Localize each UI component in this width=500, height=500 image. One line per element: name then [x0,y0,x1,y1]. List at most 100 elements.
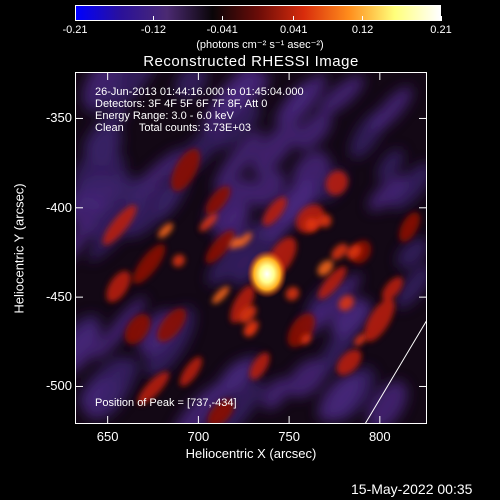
colorbar-tick [74,16,76,21]
y-tick-labels: -350 -400 -450 -500 [20,72,72,424]
map-blob [251,121,300,175]
map-blob [381,276,403,301]
map-blob [75,137,117,188]
map-blob [318,214,332,228]
map-blob [354,333,367,346]
map-blob [213,129,264,192]
colorbar [75,5,441,21]
map-blob [377,149,404,182]
map-blob [98,170,132,205]
peak-source [247,250,287,298]
map-blob [389,162,427,210]
map-blob [230,285,255,324]
y-tick-label: -450 [45,289,72,305]
map-blob [157,308,187,342]
map-blob [318,266,347,299]
map-blob [170,384,224,424]
colorbar-tick-label: 0.041 [279,24,308,36]
colorbar-tick [152,16,154,21]
map-blob [87,153,125,206]
x-tick-label: 700 [187,429,210,444]
map-blob [158,222,174,239]
solar-limb-line [364,319,427,424]
colorbar-gradient [76,6,440,20]
map-blob [237,232,252,248]
map-blob [202,72,258,134]
info-energy-range: Energy Range: 3.0 - 6.0 keV [95,110,234,122]
map-blob [108,72,160,108]
map-blob [274,79,315,125]
map-blob [124,313,151,345]
map-blob [331,243,348,260]
map-blob [364,298,395,342]
y-tick-label: -500 [45,378,72,394]
map-blob [106,270,131,303]
x-tick-label: 650 [96,429,119,444]
y-axis-label: Heliocentric Y (arcsec) [11,183,27,314]
image-title: Reconstructed RHESSI Image [143,53,359,70]
map-blob [249,352,270,380]
map-blob [132,244,166,284]
map-blob [214,104,261,150]
map-blob [394,264,427,309]
image-map [75,72,427,424]
plot-frame [75,72,427,424]
x-tick-label: 800 [368,429,391,444]
colorbar-tick-label: 0.12 [351,24,374,36]
map-blob [137,371,170,405]
colorbar-units: (photons cm⁻² s⁻¹ asec⁻²) [196,39,324,51]
y-tick-label: -400 [45,199,72,215]
map-blob [75,323,101,374]
colorbar-tick-label: -0.12 [140,24,166,36]
map-blob [338,295,354,311]
map-blob [93,296,146,360]
info-method-counts: Clean Total counts: 3.73E+03 [95,122,252,134]
map-blob [212,286,230,304]
map-blob [317,373,363,422]
map-blob [300,333,312,345]
y-tick-label: -350 [45,110,72,126]
map-blob [207,399,235,424]
colorbar-tick [440,16,442,21]
map-blob [371,86,413,132]
map-blob [261,377,290,410]
map-blob [205,186,231,215]
map-blob [262,197,287,226]
map-blob [285,286,300,301]
map-blob [220,359,254,395]
info-peak-position: Position of Peak = [737,-434] [95,397,237,409]
colorbar-tick [293,16,295,21]
info-time-range: 26-Jun-2013 01:44:16.000 to 01:45:04.000 [95,86,304,98]
x-tick-label: 750 [278,429,300,444]
map-blob [346,244,362,260]
map-blob [366,380,408,424]
map-blob [294,112,332,151]
map-blob [249,169,286,208]
map-blob [318,75,365,116]
colorbar-tick [362,16,364,21]
map-blob [91,177,146,242]
map-blob [336,349,362,376]
colorbar-tick-label: 0.21 [430,24,452,36]
map-blob [208,380,265,424]
map-blob [307,278,348,316]
map-blob [304,217,319,232]
colorbar-tick-label: -0.041 [206,24,238,36]
plot-area: 26-Jun-2013 01:44:16.000 to 01:45:04.000… [75,72,427,424]
map-blob [199,213,218,232]
colorbar-tick [221,16,223,21]
info-detectors: Detectors: 3F 4F 5F 6F 7F 8F, Att 0 [95,98,268,110]
colorbar-ticks: -0.21 -0.12 -0.041 0.041 0.12 0.21 [62,16,452,45]
map-blob [399,212,420,242]
map-blob [102,204,137,245]
x-tick-labels: 650 700 750 800 [75,430,427,446]
map-blob [179,356,203,387]
map-blob [368,175,408,211]
map-blob [206,178,254,232]
map-blob [205,230,235,264]
map-blob [96,357,139,420]
map-blob [238,305,257,323]
map-blob [325,170,348,196]
timestamp: 15-May-2022 00:35 [351,481,473,497]
map-blob [317,260,334,276]
